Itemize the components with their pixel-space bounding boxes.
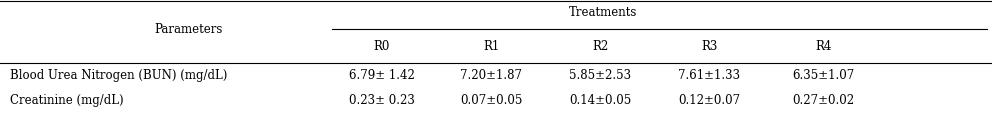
Text: Parameters: Parameters	[155, 23, 222, 36]
Text: 0.23± 0.23: 0.23± 0.23	[349, 94, 415, 107]
Text: 7.20±1.87: 7.20±1.87	[460, 69, 522, 82]
Text: R1: R1	[483, 40, 499, 53]
Text: Treatments: Treatments	[569, 6, 637, 19]
Text: 0.12±0.07: 0.12±0.07	[679, 94, 740, 107]
Text: Creatinine (mg/dL): Creatinine (mg/dL)	[10, 94, 124, 107]
Text: R3: R3	[701, 40, 717, 53]
Text: 6.79± 1.42: 6.79± 1.42	[349, 69, 415, 82]
Text: 7.61±1.33: 7.61±1.33	[679, 69, 740, 82]
Text: R4: R4	[815, 40, 831, 53]
Text: 6.35±1.07: 6.35±1.07	[793, 69, 854, 82]
Text: R0: R0	[374, 40, 390, 53]
Text: 5.85±2.53: 5.85±2.53	[569, 69, 631, 82]
Text: Blood Urea Nitrogen (BUN) (mg/dL): Blood Urea Nitrogen (BUN) (mg/dL)	[10, 69, 227, 82]
Text: R2: R2	[592, 40, 608, 53]
Text: 0.07±0.05: 0.07±0.05	[460, 94, 522, 107]
Text: 0.27±0.02: 0.27±0.02	[793, 94, 854, 107]
Text: 0.14±0.05: 0.14±0.05	[569, 94, 631, 107]
